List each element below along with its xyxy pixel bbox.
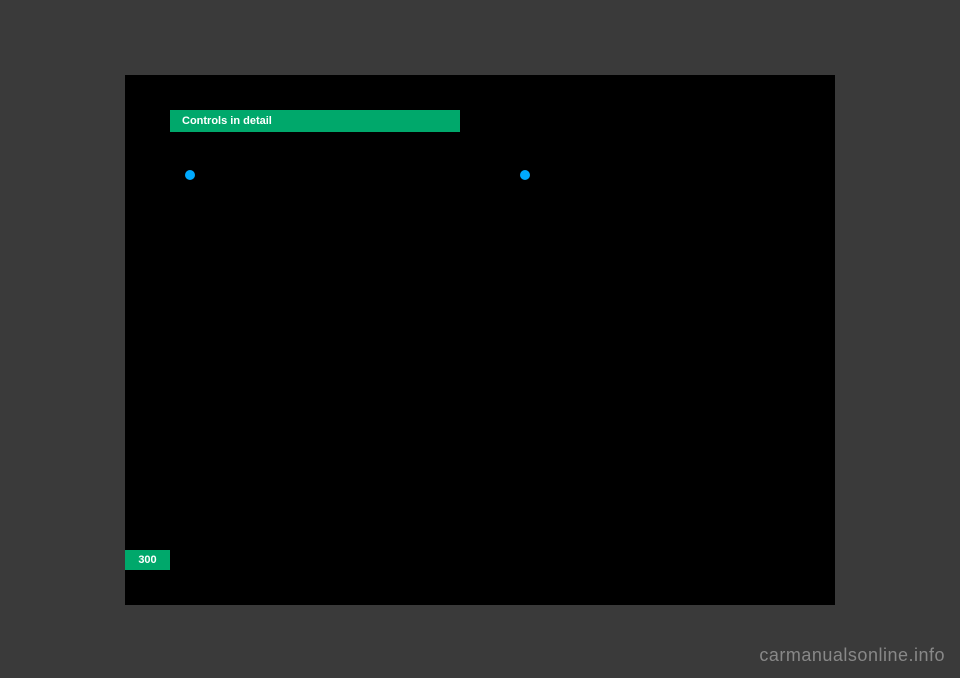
page-number-box: 300 (125, 550, 170, 570)
page-number: 300 (138, 554, 156, 566)
section-header-bar: Controls in detail (170, 110, 460, 132)
watermark-text: carmanualsonline.info (759, 645, 945, 666)
bullet-icon (185, 170, 195, 180)
manual-page: Controls in detail 300 (125, 75, 835, 605)
bullet-icon (520, 170, 530, 180)
section-header-title: Controls in detail (182, 115, 272, 127)
